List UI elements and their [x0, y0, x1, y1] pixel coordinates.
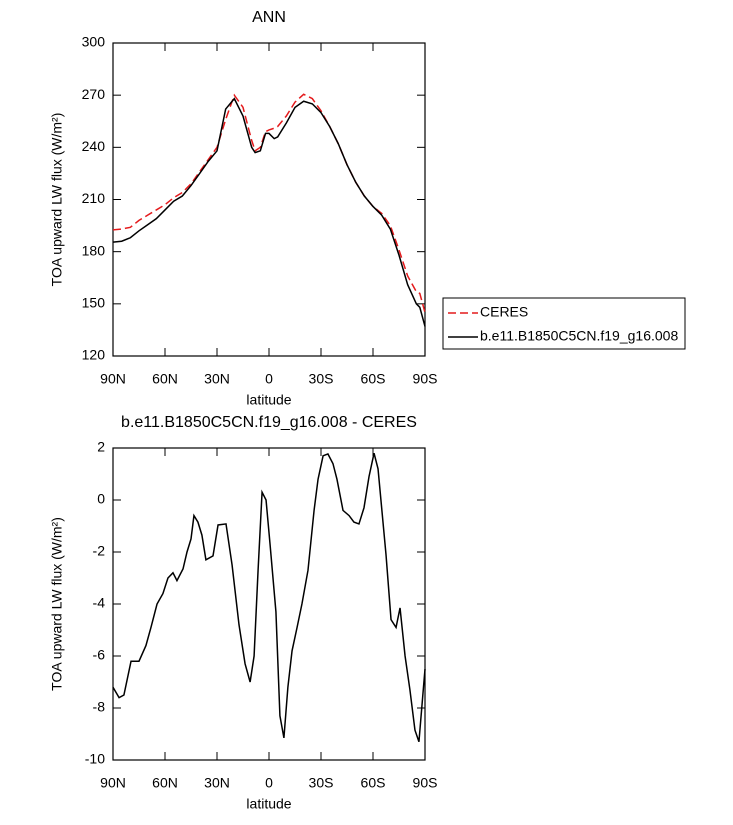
y-tick-label: 240 — [82, 138, 106, 154]
data-line — [112, 97, 426, 327]
y-tick-label: -8 — [93, 699, 106, 715]
chart-title: b.e11.B1850C5CN.f19_g16.008 - CERES — [121, 414, 417, 431]
x-tick-label: 90S — [413, 775, 438, 791]
plot-frame — [112, 42, 426, 357]
x-tick-label: 30N — [204, 371, 230, 387]
legend-box — [442, 297, 686, 350]
y-axis-label: TOA upward LW flux (W/m²) — [49, 113, 65, 287]
y-tick-label: 270 — [82, 86, 106, 102]
x-tick-label: 60S — [361, 371, 386, 387]
legend-label: CERES — [480, 304, 528, 320]
y-tick-label: 120 — [82, 347, 106, 363]
y-tick-label: -2 — [93, 543, 106, 559]
x-tick-label: 90N — [100, 775, 126, 791]
x-tick-label: 60N — [152, 775, 178, 791]
legend-label: b.e11.B1850C5CN.f19_g16.008 — [480, 328, 678, 344]
x-tick-label: 60S — [361, 775, 386, 791]
x-axis-label: latitude — [246, 392, 291, 408]
x-axis-label: latitude — [246, 796, 291, 812]
y-tick-label: 0 — [97, 491, 105, 507]
x-tick-label: 0 — [265, 775, 273, 791]
y-tick-label: -10 — [85, 751, 105, 767]
y-tick-label: -6 — [93, 647, 106, 663]
x-tick-label: 90N — [100, 371, 126, 387]
y-tick-label: 300 — [82, 34, 106, 50]
x-tick-label: 30S — [309, 775, 334, 791]
x-tick-label: 60N — [152, 371, 178, 387]
y-tick-label: 150 — [82, 295, 106, 311]
x-tick-label: 30S — [309, 371, 334, 387]
y-axis-label: TOA upward LW flux (W/m²) — [49, 517, 65, 691]
x-tick-label: 30N — [204, 775, 230, 791]
x-tick-label: 90S — [413, 371, 438, 387]
y-tick-label: -4 — [93, 595, 106, 611]
x-tick-label: 0 — [265, 371, 273, 387]
data-line — [112, 93, 426, 313]
plot-frame — [112, 447, 426, 761]
y-tick-label: 180 — [82, 242, 106, 258]
chart-title: ANN — [252, 9, 286, 26]
data-line — [112, 453, 426, 743]
y-tick-label: 2 — [97, 439, 105, 455]
y-tick-label: 210 — [82, 190, 106, 206]
